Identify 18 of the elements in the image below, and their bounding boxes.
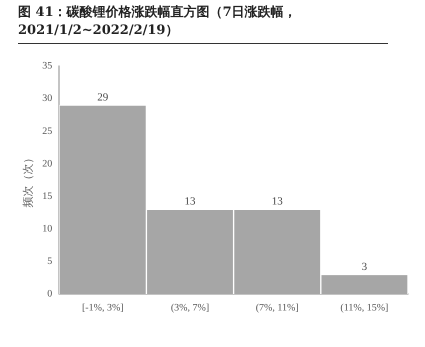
data-label: 29 xyxy=(97,91,109,104)
y-tick-label: 5 xyxy=(47,256,52,268)
x-tick-label: (7%, 11%] xyxy=(256,302,299,314)
y-tick-label: 30 xyxy=(42,93,52,104)
y-tick-label: 0 xyxy=(47,288,52,300)
y-axis-title: 频次（次） xyxy=(21,152,34,208)
x-tick-label: (3%, 7%] xyxy=(170,302,210,314)
data-label: 13 xyxy=(184,196,196,208)
x-tick-label: [-1%, 3%] xyxy=(82,302,124,314)
x-tick-label: (11%, 15%] xyxy=(340,302,388,314)
data-label: 13 xyxy=(272,196,284,208)
chart-title: 图 41：碳酸锂价格涨跌幅直方图（7日涨跌幅，2021/1/2~2022/2/19） xyxy=(18,4,388,44)
y-tick-label: 35 xyxy=(42,60,52,72)
data-label: 3 xyxy=(362,260,368,273)
y-tick-label: 25 xyxy=(42,126,52,137)
y-tick-label: 10 xyxy=(42,223,52,234)
y-tick-label: 20 xyxy=(42,158,52,170)
y-tick-label: 15 xyxy=(42,190,52,202)
